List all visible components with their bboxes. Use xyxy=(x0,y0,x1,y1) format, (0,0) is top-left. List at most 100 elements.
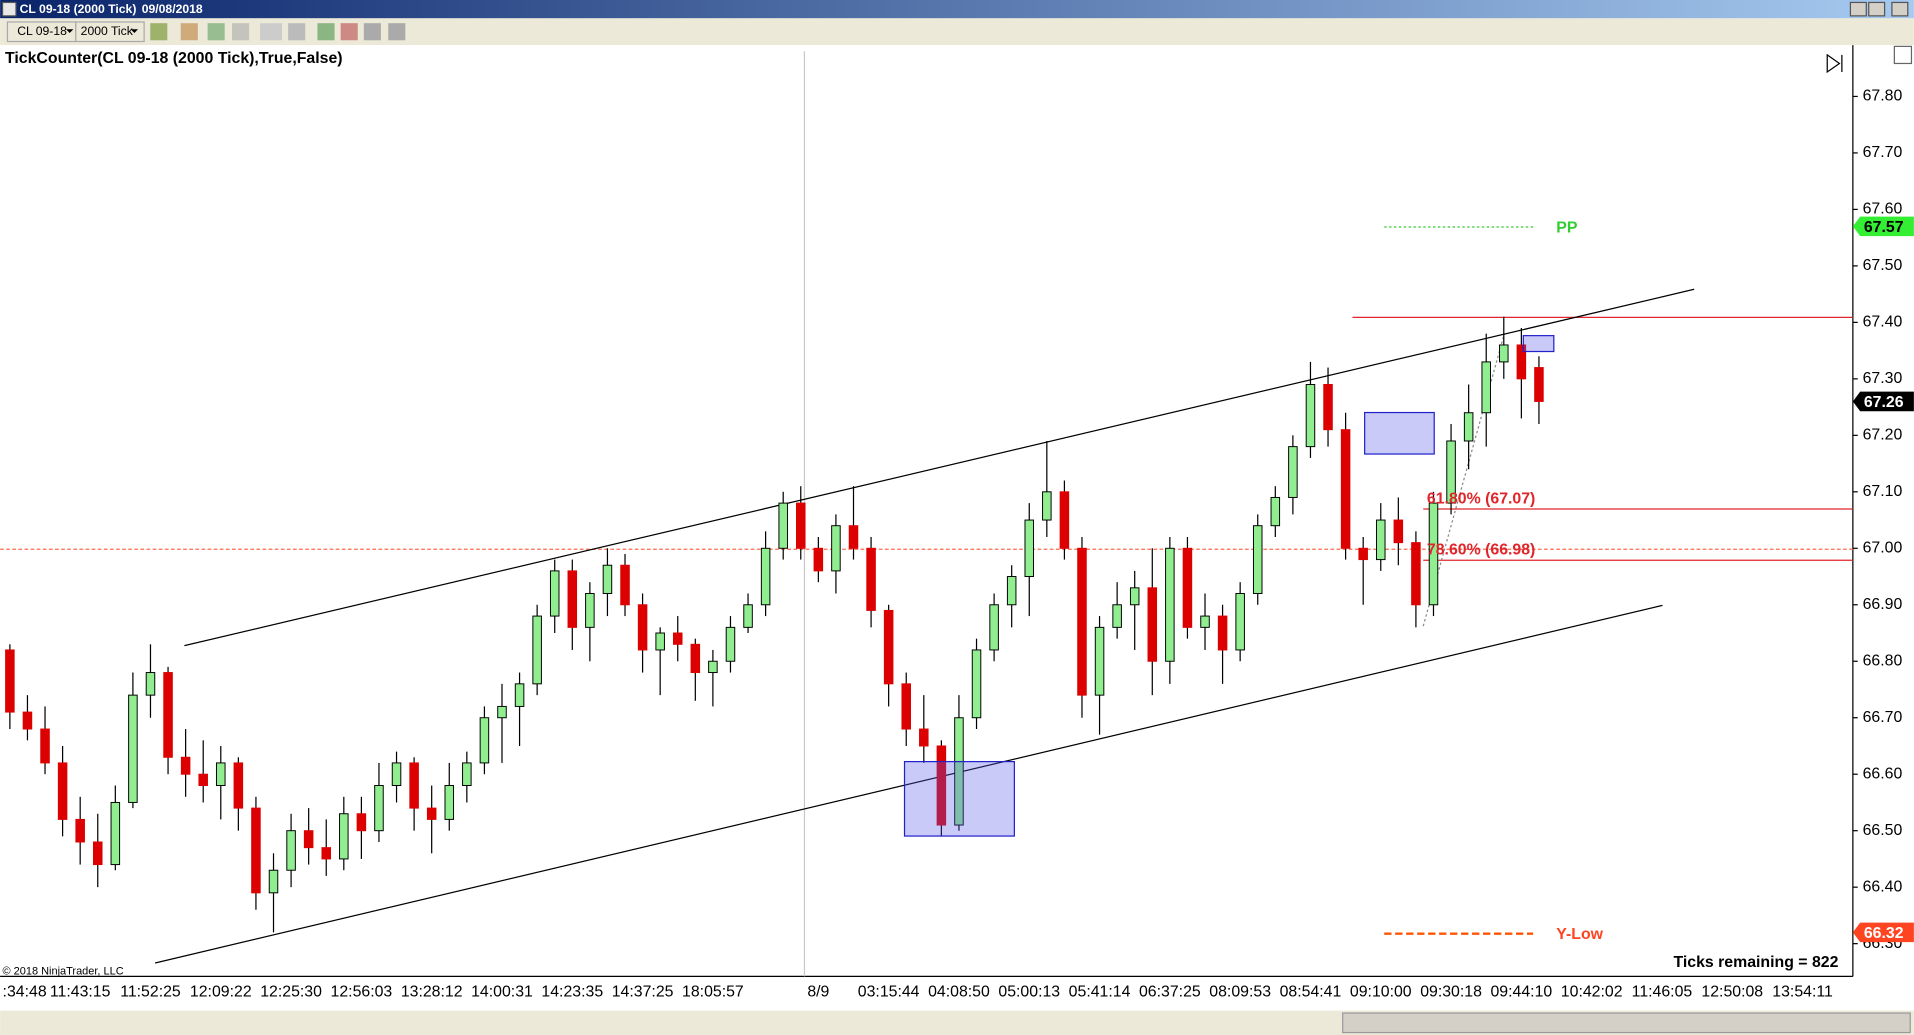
candle-body xyxy=(1147,587,1158,662)
candle-body xyxy=(514,683,525,707)
candle-body xyxy=(778,502,788,549)
candle-body xyxy=(57,762,68,820)
candle-body xyxy=(743,604,753,628)
dropdown-arrow xyxy=(66,29,74,33)
candle-body xyxy=(901,683,911,730)
zone-rectangle xyxy=(1364,411,1435,455)
candle-body xyxy=(1059,491,1070,549)
copyright: © 2018 NinjaTrader, LLC xyxy=(3,965,124,977)
dropdown-arrow xyxy=(130,29,139,33)
candle-body xyxy=(163,672,173,758)
y-tick-label: 67.70 xyxy=(1863,144,1903,161)
candle-body xyxy=(725,626,736,662)
x-tick-label: 8/9 xyxy=(807,983,829,1000)
minimize-button[interactable] xyxy=(1849,1,1867,17)
candle-body xyxy=(339,813,349,860)
app-icon xyxy=(1,1,17,17)
candle-body xyxy=(321,847,331,860)
candle-body xyxy=(145,672,156,696)
title-bar xyxy=(0,0,1914,19)
candle-body xyxy=(602,564,613,594)
candle-body xyxy=(637,604,648,651)
candle-body xyxy=(971,649,982,719)
candle-body xyxy=(462,762,472,786)
x-tick-label: 04:08:50 xyxy=(928,983,990,1000)
candle-body xyxy=(233,762,244,809)
candle-body xyxy=(1235,592,1245,651)
candle-body xyxy=(1182,547,1193,628)
candle-body xyxy=(1129,587,1140,606)
close-button[interactable] xyxy=(1891,1,1909,17)
x-tick-label: 03:15:44 xyxy=(858,983,920,1000)
fib-label: 61.80% (67.07) xyxy=(1427,490,1535,507)
candle-body xyxy=(1446,440,1456,504)
candle-body xyxy=(989,604,999,651)
y-tick-label: 67.00 xyxy=(1863,539,1903,556)
draw-button[interactable] xyxy=(180,23,198,41)
x-tick-label: 05:41:14 xyxy=(1069,983,1131,1000)
candle-body xyxy=(848,525,859,549)
price-marker xyxy=(1852,391,1914,412)
candle-body xyxy=(883,609,894,685)
y-tick-label: 67.80 xyxy=(1863,88,1903,105)
x-tick-label: 12:50:08 xyxy=(1701,983,1763,1000)
candle-body xyxy=(1006,576,1017,606)
candle-body xyxy=(1042,491,1052,521)
candle-body xyxy=(1534,367,1544,402)
candle-body xyxy=(1024,519,1035,578)
candle-body xyxy=(1499,344,1509,363)
properties-button[interactable] xyxy=(317,23,335,41)
x-tick-label: 08:09:53 xyxy=(1209,983,1271,1000)
x-tick-label: :34:48 xyxy=(3,983,47,1000)
candle-body xyxy=(567,570,578,628)
template-button[interactable] xyxy=(363,23,381,41)
candle-body xyxy=(813,547,824,572)
price-marker xyxy=(1852,922,1914,943)
candle-body xyxy=(919,728,929,747)
y-tick-label: 66.70 xyxy=(1863,709,1903,726)
candle-body xyxy=(1112,604,1122,628)
candle-body xyxy=(1516,344,1527,380)
interval-dropdown[interactable] xyxy=(75,21,145,43)
candle-body xyxy=(1463,412,1474,442)
candle-body xyxy=(1411,542,1421,606)
candle-body xyxy=(585,592,595,628)
candle-body xyxy=(760,547,771,606)
x-tick-label: 09:44:10 xyxy=(1491,983,1553,1000)
x-tick-label: 09:30:18 xyxy=(1420,983,1482,1000)
chart-panel xyxy=(0,45,1914,1011)
bar-type-button[interactable] xyxy=(150,23,168,41)
indicator-label: TickCounter(CL 09-18 (2000 Tick),True,Fa… xyxy=(5,50,343,67)
snapshot-button[interactable] xyxy=(388,23,406,41)
y-tick-label: 66.40 xyxy=(1863,878,1903,895)
candle-body xyxy=(866,547,876,611)
x-tick-label: 12:25:30 xyxy=(260,983,322,1000)
indicator-button[interactable] xyxy=(207,23,225,41)
x-tick-label: 10:42:02 xyxy=(1561,983,1623,1000)
data-box-button[interactable] xyxy=(340,23,358,41)
ticks-remaining: Ticks remaining = 822 xyxy=(1673,954,1838,971)
scroll-end-button[interactable] xyxy=(1826,53,1843,74)
candle-body xyxy=(708,660,718,674)
x-tick-label: 13:54:11 xyxy=(1772,983,1833,1000)
cursor-button[interactable] xyxy=(260,23,283,41)
window-buttons xyxy=(1849,1,1909,17)
candle-body xyxy=(954,717,964,826)
candle-body xyxy=(672,632,683,645)
candle-body xyxy=(1481,361,1491,414)
price-marker-label: 67.26 xyxy=(1864,394,1904,411)
toolbar-icons xyxy=(150,23,406,41)
x-tick-label: 11:43:15 xyxy=(50,983,111,1000)
scrollbar-thumb[interactable] xyxy=(1342,1012,1911,1034)
zoom-button[interactable] xyxy=(288,23,306,41)
y-tick-label: 67.50 xyxy=(1863,257,1903,274)
x-tick-label: 05:00:13 xyxy=(998,983,1060,1000)
panel-button[interactable] xyxy=(1893,45,1913,65)
maximize-button[interactable] xyxy=(1868,1,1886,17)
candle-body xyxy=(1428,502,1439,606)
y-tick-label: 66.80 xyxy=(1863,652,1903,669)
interval-label: 2000 Tick xyxy=(81,24,134,38)
x-tick-label: 13:28:12 xyxy=(401,983,463,1000)
strategy-button[interactable] xyxy=(232,23,250,41)
